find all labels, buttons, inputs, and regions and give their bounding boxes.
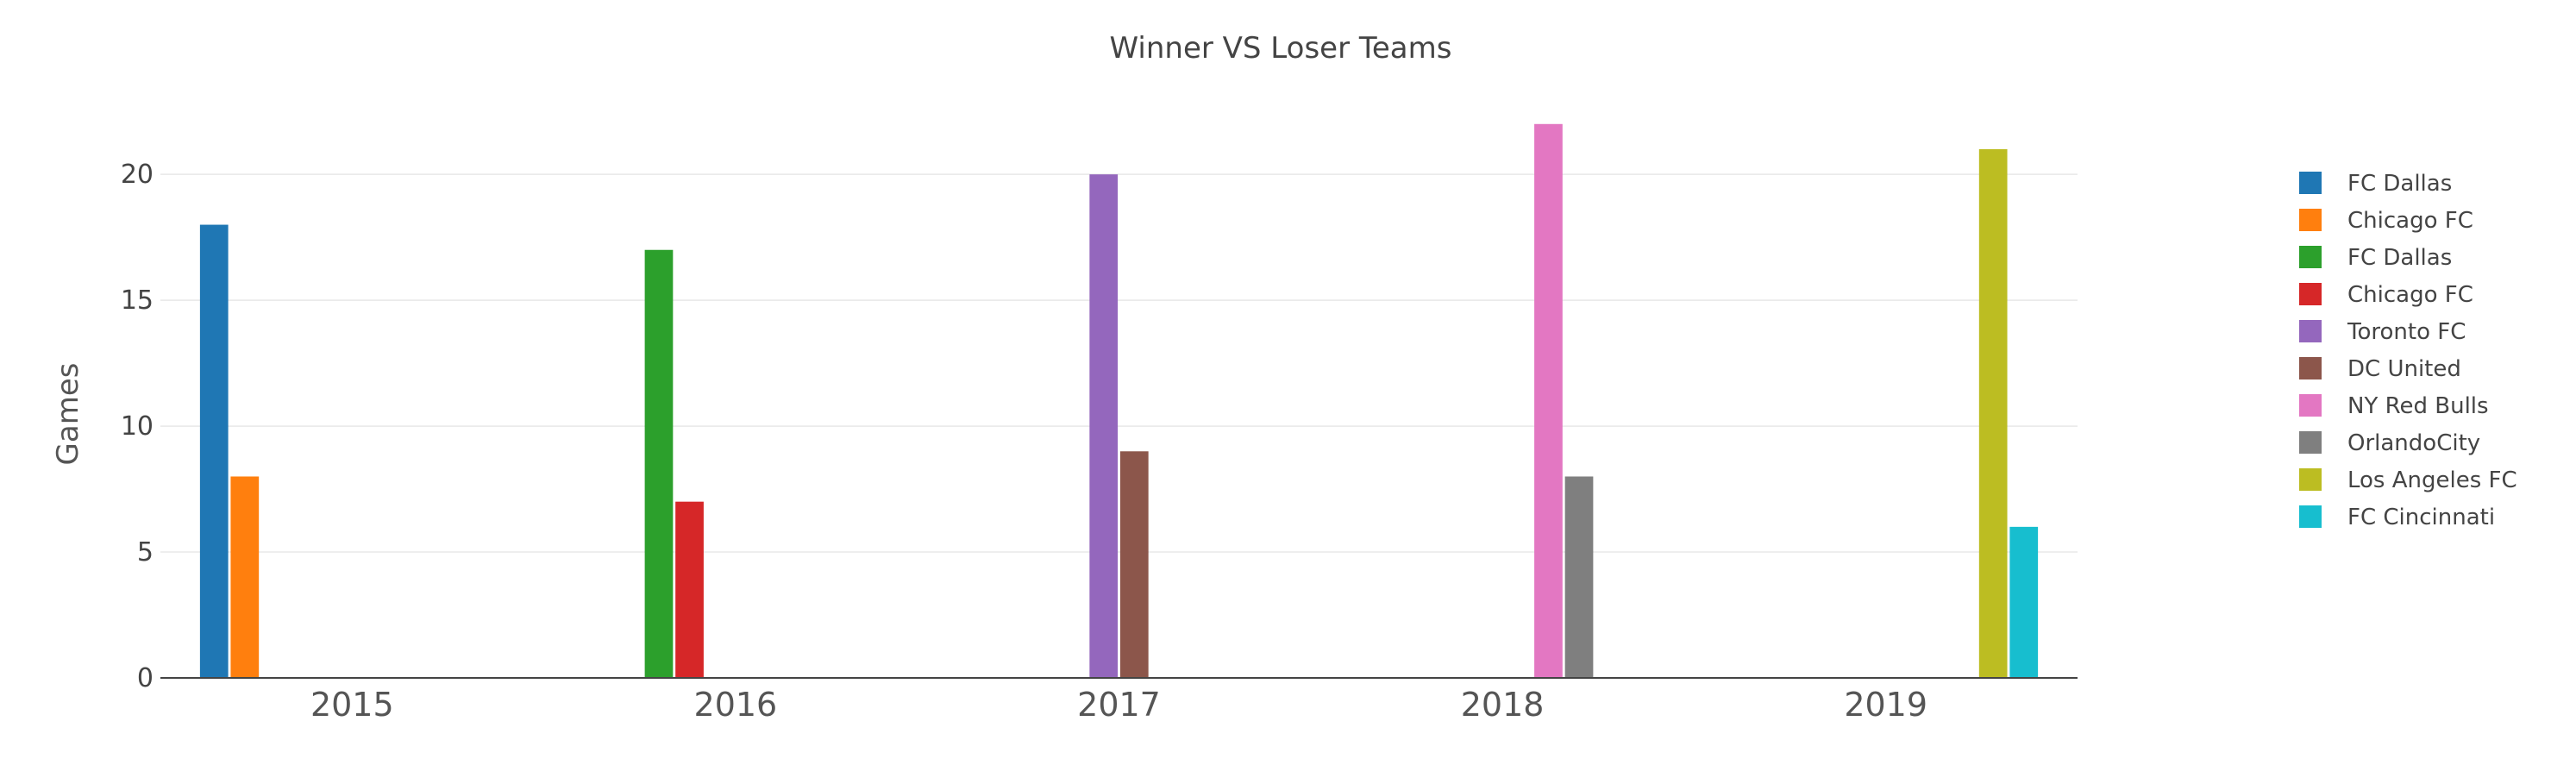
legend-swatch: [2299, 320, 2322, 342]
legend-swatch: [2299, 468, 2322, 491]
x-tick-label: 2016: [694, 686, 778, 724]
x-tick-label: 2019: [1844, 686, 1927, 724]
legend-item[interactable]: FC Dallas: [2299, 245, 2452, 271]
legend-label: FC Dallas: [2347, 245, 2452, 271]
legend-label: FC Cincinnati: [2347, 505, 2495, 530]
y-tick-label: 10: [121, 411, 154, 442]
legend-label: OrlandoCity: [2347, 430, 2480, 456]
legend-label: Chicago FC: [2347, 282, 2473, 308]
legend-swatch: [2299, 394, 2322, 417]
bar[interactable]: [675, 501, 704, 678]
legend[interactable]: FC Dallas Chicago FC FC Dallas Chicago FC To…: [2299, 171, 2517, 530]
bar[interactable]: [199, 224, 229, 678]
bar[interactable]: [1534, 123, 1563, 678]
x-tick-label: 2018: [1461, 686, 1545, 724]
y-tick-label: 15: [121, 285, 154, 316]
y-tick-labels: 0 5 10 15 20: [121, 160, 154, 693]
legend-label: Chicago FC: [2347, 208, 2473, 234]
legend-item[interactable]: Chicago FC: [2299, 208, 2473, 234]
bar[interactable]: [1564, 476, 1594, 678]
legend-swatch: [2299, 283, 2322, 305]
bar[interactable]: [2009, 526, 2039, 678]
bars: [199, 123, 2039, 678]
bar[interactable]: [1978, 148, 2008, 678]
bar[interactable]: [1119, 451, 1149, 678]
legend-label: DC United: [2347, 356, 2461, 382]
y-tick-label: 0: [137, 663, 154, 693]
legend-item[interactable]: NY Red Bulls: [2299, 393, 2489, 419]
legend-item[interactable]: FC Dallas: [2299, 171, 2452, 197]
chart-title: Winner VS Loser Teams: [1110, 31, 1452, 66]
legend-swatch: [2299, 431, 2322, 454]
legend-swatch: [2299, 172, 2322, 194]
legend-item[interactable]: Toronto FC: [2299, 319, 2466, 345]
legend-label: FC Dallas: [2347, 171, 2452, 197]
x-tick-label: 2017: [1077, 686, 1161, 724]
legend-label: NY Red Bulls: [2347, 393, 2489, 419]
bar[interactable]: [1089, 174, 1119, 678]
legend-item[interactable]: Chicago FC: [2299, 282, 2473, 308]
bar[interactable]: [644, 249, 674, 678]
legend-item[interactable]: OrlandoCity: [2299, 430, 2480, 456]
legend-swatch: [2299, 209, 2322, 231]
y-tick-label: 20: [121, 160, 154, 190]
legend-label: Los Angeles FC: [2347, 467, 2517, 493]
gridlines: [160, 173, 2078, 553]
y-tick-label: 5: [137, 537, 154, 568]
y-axis-label: Games: [51, 363, 85, 466]
legend-label: Toronto FC: [2347, 319, 2466, 345]
bar[interactable]: [230, 476, 260, 678]
legend-swatch: [2299, 357, 2322, 379]
x-tick-label: 2015: [310, 686, 394, 724]
legend-swatch: [2299, 505, 2322, 528]
legend-swatch: [2299, 246, 2322, 268]
legend-item[interactable]: DC United: [2299, 356, 2461, 382]
x-tick-labels: 2015 2016 2017 2018 2019: [310, 686, 1927, 724]
legend-item[interactable]: FC Cincinnati: [2299, 505, 2495, 530]
legend-item[interactable]: Los Angeles FC: [2299, 467, 2517, 493]
